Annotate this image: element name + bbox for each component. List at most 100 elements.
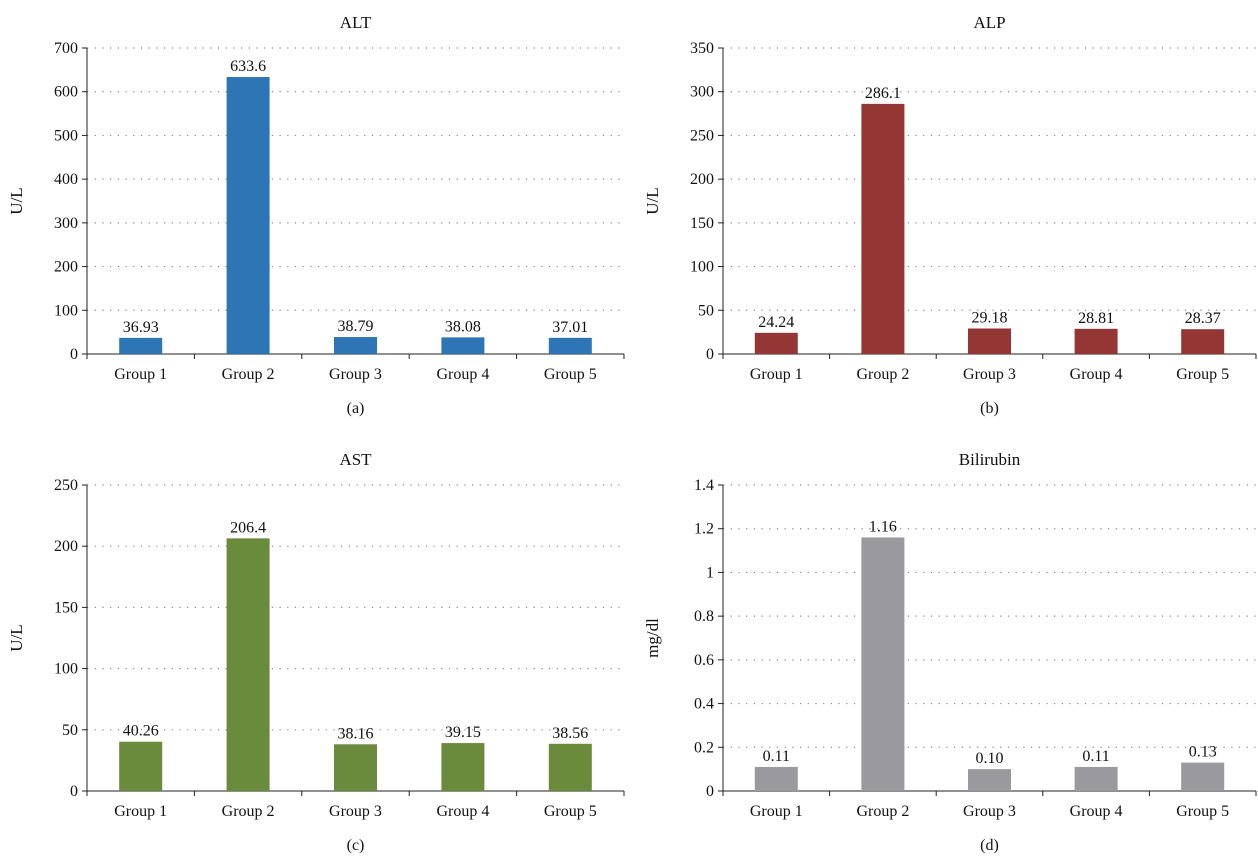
bar-value-label: 38.79 — [338, 318, 374, 335]
y-tick-label: 300 — [690, 84, 714, 101]
bar — [754, 332, 798, 354]
x-category-label: Group 5 — [1176, 366, 1229, 383]
bar — [548, 337, 592, 354]
bar-value-label: 286.1 — [865, 85, 901, 102]
x-category-label: Group 2 — [856, 803, 909, 820]
y-tick-label: 100 — [54, 661, 78, 678]
chart-panel-4: 0 0.2 0.4 0.6 0.8 1 1.2 1.4 0.11 Group 1 1.16 Group… — [643, 450, 1257, 854]
y-tick-label: 0.8 — [694, 608, 714, 625]
bar — [441, 743, 485, 791]
bar — [754, 766, 798, 791]
y-tick-label: 1.4 — [694, 477, 714, 494]
y-tick-label: 0 — [706, 346, 714, 363]
y-tick-label: 150 — [690, 215, 714, 232]
x-category-label: Group 2 — [222, 803, 275, 820]
panel-label: (d) — [980, 837, 999, 854]
bar-value-label: 38.56 — [552, 725, 588, 742]
chart-panel-1: 0 100 200 300 400 500 600 700 36.93 Group 1 633.6 G… — [7, 13, 625, 417]
x-category-label: Group 2 — [856, 366, 909, 383]
chart-title: ALT — [340, 13, 372, 32]
x-category-label: Group 3 — [963, 366, 1016, 383]
y-tick-label: 600 — [54, 84, 78, 101]
x-category-label: Group 4 — [436, 366, 489, 383]
bar-value-label: 24.24 — [758, 314, 794, 331]
y-tick-label: 250 — [54, 477, 78, 494]
panel-label: (c) — [347, 837, 365, 854]
bar-value-label: 0.11 — [763, 748, 790, 765]
bar-value-label: 36.93 — [123, 319, 159, 336]
x-category-label: Group 3 — [329, 366, 382, 383]
bar — [1074, 328, 1118, 354]
panel-label: (b) — [980, 400, 999, 417]
y-tick-label: 300 — [54, 215, 78, 232]
x-category-label: Group 1 — [750, 366, 803, 383]
bar-value-label: 38.08 — [445, 318, 481, 335]
y-tick-label: 0.2 — [694, 739, 714, 756]
y-tick-label: 500 — [54, 127, 78, 144]
bar — [1181, 762, 1225, 791]
bar — [1181, 329, 1225, 354]
y-tick-label: 50 — [698, 302, 714, 319]
chart-title: AST — [339, 450, 372, 469]
y-axis-label: U/L — [7, 624, 26, 651]
x-category-label: Group 1 — [114, 366, 167, 383]
bar-value-label: 28.81 — [1078, 310, 1114, 327]
y-tick-label: 0 — [70, 783, 78, 800]
y-tick-label: 0.6 — [694, 652, 714, 669]
bar — [334, 337, 377, 354]
bar — [861, 537, 905, 791]
y-tick-label: 100 — [54, 302, 78, 319]
bar — [119, 741, 163, 791]
y-tick-label: 200 — [54, 538, 78, 555]
bar-value-label: 37.01 — [552, 319, 588, 336]
x-category-label: Group 1 — [114, 803, 167, 820]
x-category-label: Group 5 — [544, 366, 597, 383]
bar — [861, 103, 905, 355]
y-tick-label: 0.4 — [694, 696, 714, 713]
bar — [226, 538, 270, 791]
x-category-label: Group 3 — [963, 803, 1016, 820]
y-tick-label: 700 — [54, 40, 78, 57]
chart-title: ALP — [973, 13, 1005, 32]
y-tick-label: 150 — [54, 599, 78, 616]
y-tick-label: 1 — [706, 564, 714, 581]
x-category-label: Group 5 — [1176, 803, 1229, 820]
y-axis-label: U/L — [7, 187, 26, 214]
y-tick-label: 400 — [54, 171, 78, 188]
y-tick-label: 0 — [706, 783, 714, 800]
bar-value-label: 29.18 — [972, 309, 1008, 326]
bar-value-label: 0.10 — [976, 750, 1004, 767]
bar — [548, 743, 592, 791]
chart-panel-3: 0 50 100 150 200 250 40.26 Group 1 206.4 Group 2 3… — [7, 450, 625, 854]
x-category-label: Group 1 — [750, 803, 803, 820]
y-tick-label: 0 — [70, 346, 78, 363]
y-tick-label: 200 — [54, 259, 78, 276]
y-tick-label: 350 — [690, 40, 714, 57]
x-category-label: Group 5 — [544, 803, 597, 820]
bar — [441, 337, 485, 354]
y-axis-label: U/L — [643, 187, 662, 214]
x-category-label: Group 4 — [1070, 366, 1123, 383]
bar — [968, 328, 1011, 354]
bar — [119, 337, 163, 354]
chart-title: Bilirubin — [959, 450, 1021, 469]
chart-panel-2: 0 50 100 150 200 250 300 350 24.24 Group 1 286.1 Gr… — [643, 13, 1257, 417]
bar-value-label: 28.37 — [1185, 310, 1221, 327]
bar — [334, 744, 377, 791]
bar-value-label: 1.16 — [869, 518, 897, 535]
bar-value-label: 39.15 — [445, 724, 481, 741]
x-category-label: Group 4 — [436, 803, 489, 820]
bar-value-label: 0.13 — [1189, 744, 1217, 761]
bar — [226, 77, 270, 355]
bar — [1074, 766, 1118, 791]
bar-value-label: 633.6 — [230, 58, 266, 75]
bar — [968, 769, 1011, 791]
y-tick-label: 100 — [690, 259, 714, 276]
y-tick-label: 250 — [690, 127, 714, 144]
y-tick-label: 200 — [690, 171, 714, 188]
bar-value-label: 0.11 — [1082, 748, 1109, 765]
y-tick-label: 1.2 — [694, 521, 714, 538]
y-tick-label: 50 — [62, 722, 78, 739]
